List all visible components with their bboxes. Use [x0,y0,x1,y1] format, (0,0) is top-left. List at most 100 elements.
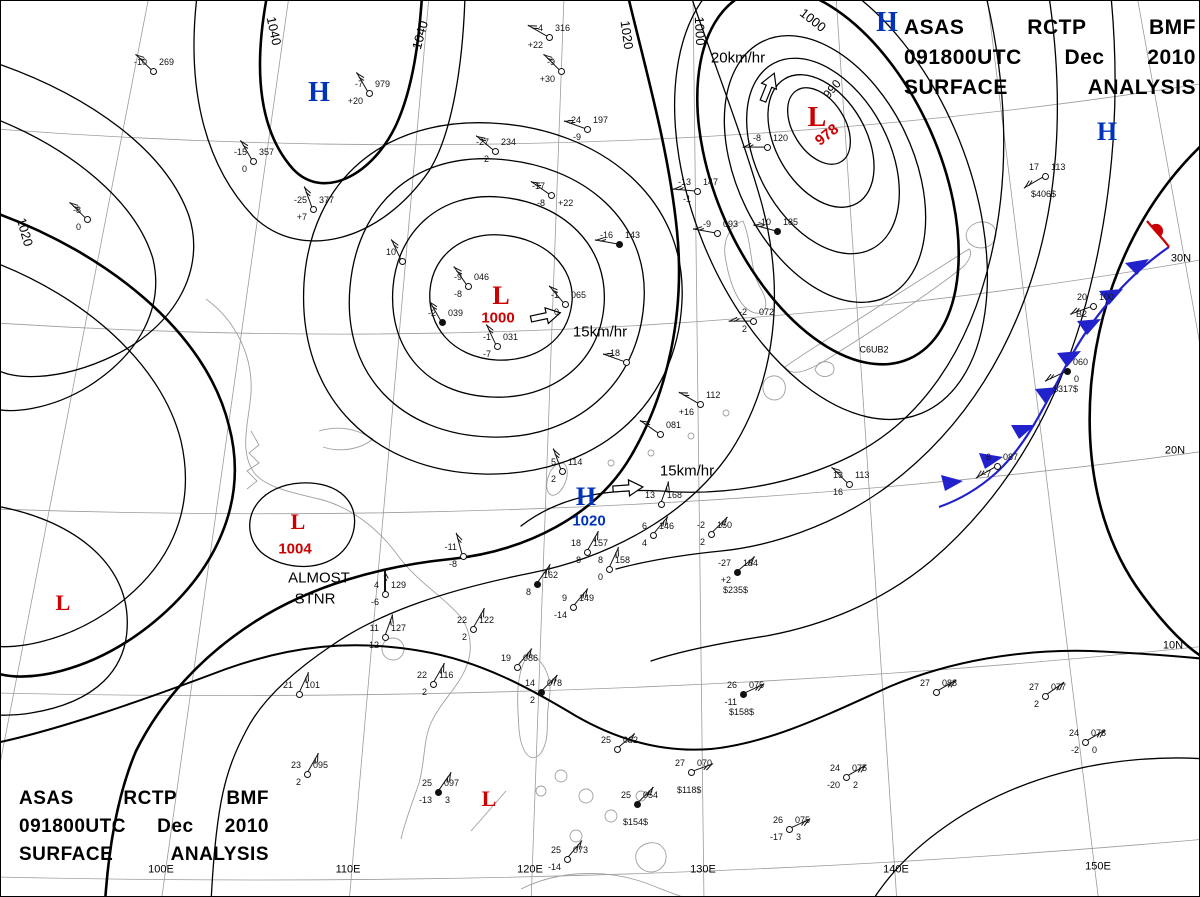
high-symbol: H [1096,117,1118,146]
station-dewpoint: -14 [553,610,567,620]
isobar [767,74,875,208]
low-symbol: L [481,786,497,811]
station-dewpoint: 2 [295,777,301,787]
station-pressure: 095 [313,760,329,770]
station-circle-icon [558,467,566,475]
station-circle-icon [845,480,853,488]
station-dewpoint: 2 [483,154,489,164]
coastline-ryukyu [647,449,655,457]
station-pressure: 097 [444,778,460,788]
station-dewpoint: 2 [741,324,747,334]
station-pressure: 112 [706,390,721,400]
coastline-kyushu [762,375,786,401]
station-dewpoint: -2 [1070,745,1079,755]
coastline-luzon [517,652,551,759]
station-circle-icon [434,788,442,796]
arrows-layer [529,72,778,497]
station-circle-icon [649,531,657,539]
station-circle-icon [713,229,721,237]
isobar [302,122,683,475]
isobar-1000 [695,1,961,366]
coastline-island [569,829,583,843]
station-temperature: 17 [1028,162,1039,172]
station-temperature: -10 [133,57,147,67]
station-dewpoint: 2 [1033,699,1039,709]
coastline-island [554,769,568,783]
station-dewpoint: -8 [453,289,462,299]
chart-datetime: 091800UTC Dec 2010 [19,815,269,837]
isobar [1,64,195,378]
cold-front-triangles [941,259,1149,491]
high-symbol: H [575,482,597,511]
station-pressure: 113 [1051,162,1066,172]
station-temperature: 11 [369,623,379,633]
station-temperature: 6 [985,452,991,462]
meridian-150e [987,1,1099,896]
station-circle-icon [763,143,771,151]
station-circle-icon [696,400,704,408]
title-block-top-right: ASAS RCTP BMF 091800UTC Dec 2010 SURFACE… [904,16,1196,107]
station-circle-icon [569,603,577,611]
isobar-1040 [258,1,423,185]
station-temperature: -10 [757,217,771,227]
station-dewpoint: 12 [368,640,379,650]
coastline-island [535,785,547,797]
lon-label-100e: 100E [148,863,174,876]
station-pressure: 146 [659,521,675,531]
coastline-palawan [470,790,507,832]
station-aux: +22 [558,198,574,208]
label-c6ub2: C6UB2 [859,344,889,355]
station-pressure: 116 [439,670,454,680]
isobar-1004 [249,482,356,568]
station-circle-icon [464,282,472,290]
isobar [650,1,1116,662]
station-pressure: 185 [783,217,799,227]
station-dewpoint: -1 [682,194,691,204]
isobar [1,120,157,412]
station-pressure: 150 [717,520,733,530]
isobar [193,1,466,242]
coastline-island [578,788,594,804]
station-circle-icon [615,240,623,248]
station-temperature: 23 [290,760,301,770]
station-dewpoint: 2 [550,474,556,484]
annotation-15kmhr-a: 15km/hr [572,323,628,341]
station-pressure: 065 [571,290,587,300]
station-aux: 3 [796,832,802,842]
isobar [673,1,989,421]
speed-arrow-20kmhr [759,72,778,103]
station-circle-icon [842,773,850,781]
lon-label-140e: 140E [883,863,909,876]
station-temperature: 18 [570,538,581,548]
parallel-20n [1,451,1199,515]
station-pressure: 039 [448,308,464,318]
station-temperature: 25 [600,735,611,745]
annotation-stnr: STNR [294,590,336,608]
isobar [1,264,187,648]
title-block-bottom-left: ASAS RCTP BMF 091800UTC Dec 2010 SURFACE… [19,789,269,873]
coastline-shandong [318,427,374,451]
station-temperature: 22 [416,670,427,680]
station-temperature: 25 [550,845,561,855]
station-dewpoint: -11 [724,697,737,707]
station-dewpoint: 2 [699,537,705,547]
station-extra-code: $406$ [1031,189,1057,199]
chart-type: SURFACE ANALYSIS [19,843,269,865]
station-temperature: -9 [453,272,462,282]
station-dewpoint: 0 [553,307,559,317]
station-circle-icon [657,500,665,508]
station-pressure: 075 [749,680,765,690]
station-circle-icon [381,590,389,598]
chart-type: SURFACE ANALYSIS [904,76,1196,100]
station-temperature: -1 [550,290,559,300]
station-pressure: 077 [1051,682,1067,692]
station-pressure: 149 [579,593,595,603]
meridian [1,1,149,761]
station-pressure: 078 [1091,728,1107,738]
station-temperature: 13 [644,490,655,500]
high-value-1020: 1020 [572,512,606,530]
station-pressure: 078 [547,678,563,688]
station-pressure: 162 [543,570,559,580]
